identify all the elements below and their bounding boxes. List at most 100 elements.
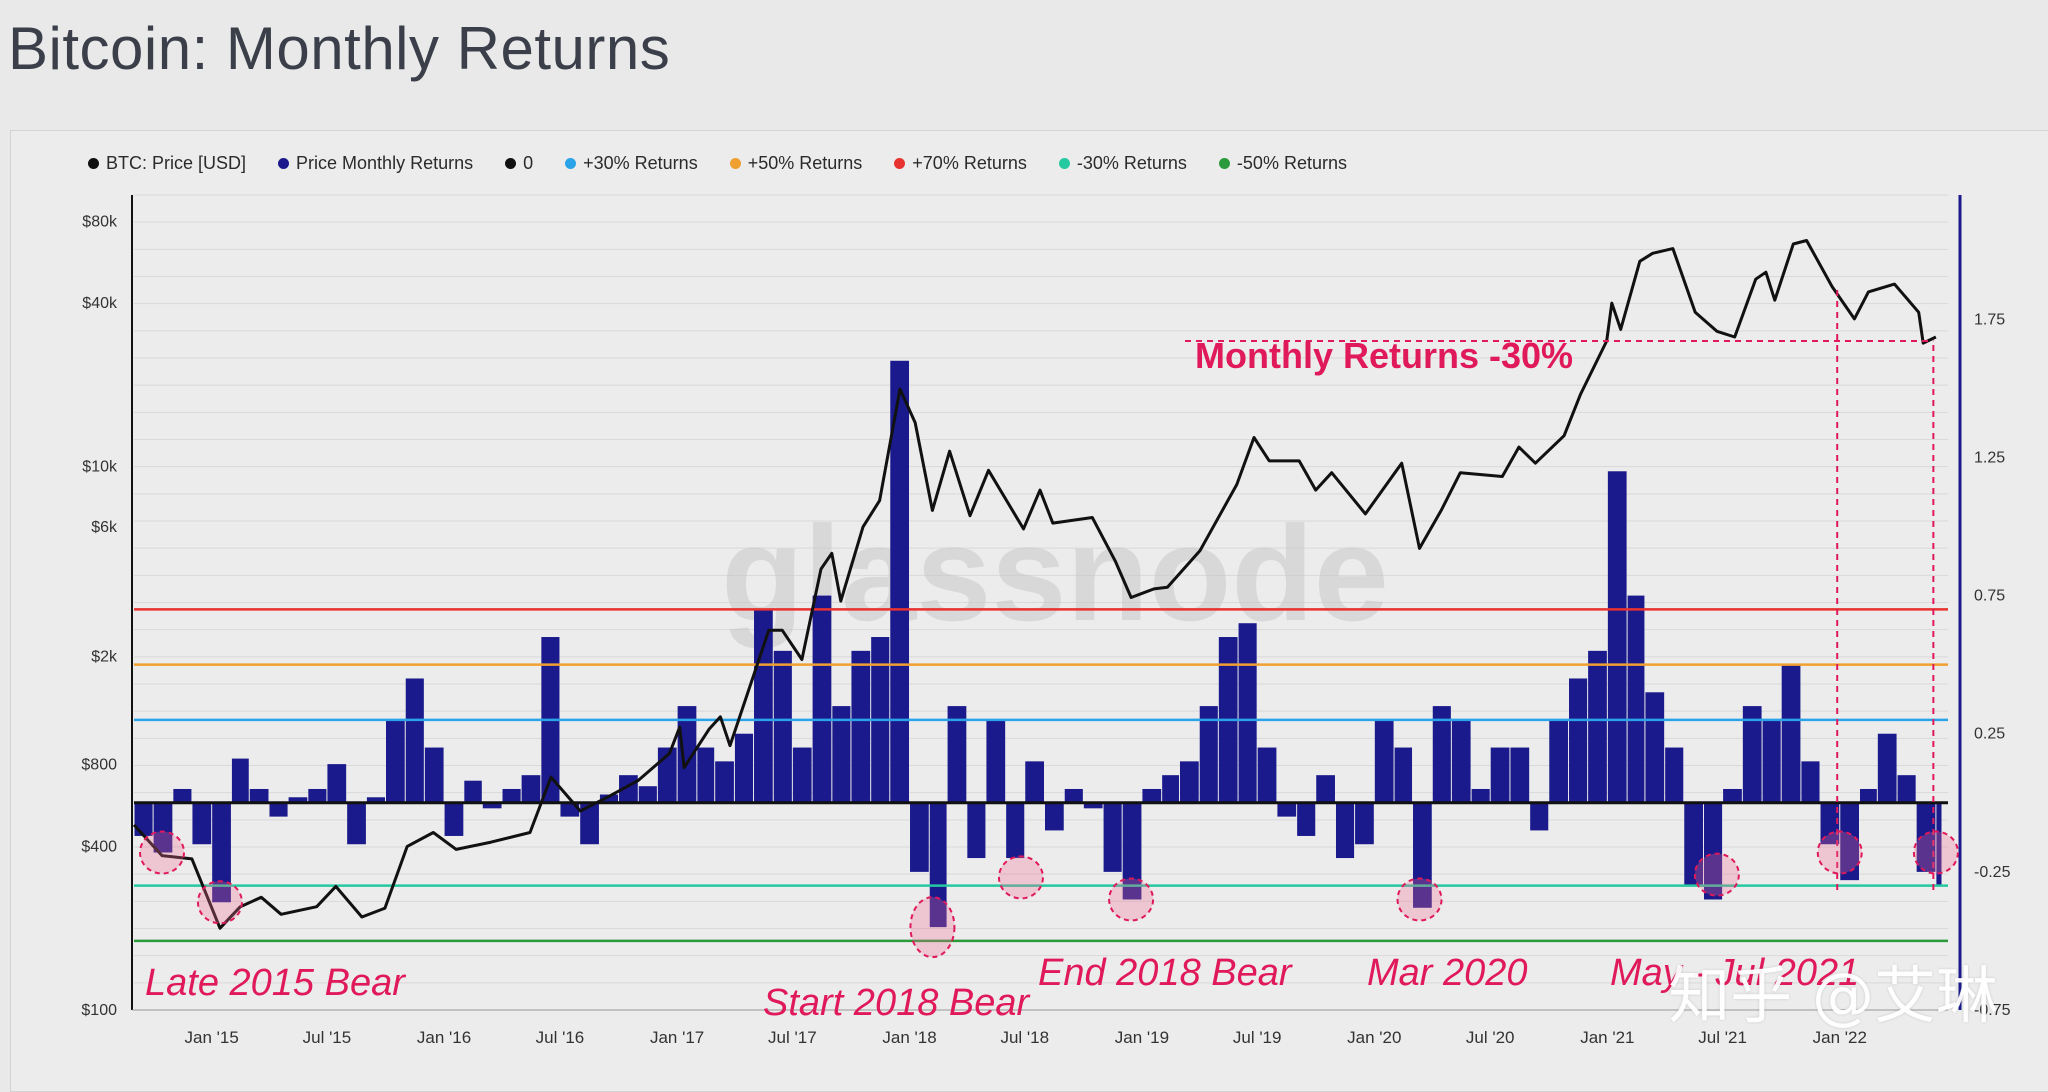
drawdown-highlight-circle [1396,877,1443,922]
return-bar [1665,747,1684,803]
return-bar [1238,623,1257,803]
left-tick-label: $800 [81,757,117,774]
legend-dot-icon [278,158,290,169]
legend-label: -50% Returns [1236,153,1347,173]
annotation-event-label: Late 2015 Bear [145,962,406,1004]
return-bar [929,802,947,928]
corner-watermark: 知乎 @艾琳 [1668,959,1998,1032]
x-tick-label: Jul '20 [1466,1028,1515,1047]
right-tick-label: 1.75 [1974,311,2005,328]
return-bar [1627,595,1645,803]
return-bar [638,786,657,803]
return-bar [366,797,386,803]
return-bar [677,706,697,803]
return-bar [1374,719,1394,803]
return-bar [599,794,619,803]
return-bar [986,719,1006,803]
x-tick-label: Jan '15 [185,1028,239,1047]
legend-dot-icon [1058,158,1070,169]
return-bar [153,802,173,853]
return-bar [1569,678,1588,803]
return-bar [1471,788,1490,803]
return-bar [1257,747,1277,803]
legend-item-plus50[interactable]: +50% Returns [729,153,863,174]
legend-item-minus50[interactable]: -50% Returns [1218,153,1347,174]
legend-item-minus30[interactable]: -30% Returns [1058,153,1187,174]
legend-item-zero[interactable]: 0 [505,153,533,174]
return-bar [1607,471,1627,803]
return-bar [482,802,502,809]
return-bar [1742,706,1762,803]
drawdown-highlight-circle [909,896,956,959]
return-bar [288,797,308,803]
return-bar [1645,692,1665,803]
btc-price-line [132,239,1937,930]
x-tick-label: Jul '18 [1000,1028,1049,1047]
drawdown-highlight-circle [196,880,243,925]
return-bar [812,595,832,803]
return-bar [327,764,347,803]
return-bar [1897,775,1916,803]
return-bar [1083,802,1103,809]
return-bar [967,802,986,859]
return-bar [947,706,967,803]
return-bar [231,758,249,803]
return-bar [173,788,192,803]
drawdown-highlight-circle [1912,830,1959,875]
return-bar [910,802,929,872]
return-bar [502,788,521,803]
return-bar [249,788,269,803]
x-tick-label: Jan '21 [1580,1028,1634,1047]
legend-label: +50% Returns [747,153,863,173]
drawdown-highlight-circle [997,855,1044,900]
return-bar [851,650,871,803]
return-bar [715,761,734,803]
return-bar [1781,664,1801,803]
left-tick-label: $6k [91,519,118,536]
return-bar [1916,802,1936,872]
return-bar [1684,802,1704,886]
legend-dot-icon [565,158,577,169]
annotation-monthly-returns-label: Monthly Returns -30% [1195,335,1573,376]
return-bar [424,747,444,803]
legend-label: +30% Returns [583,153,698,173]
legend-label: +70% Returns [912,153,1027,173]
return-bar [1413,802,1432,908]
return-bar [1064,788,1083,803]
return-bar [1394,747,1413,803]
x-tick-label: Jan '22 [1813,1028,1867,1047]
page-title: Bitcoin: Monthly Returns [8,15,671,82]
x-tick-label: Jul '21 [1698,1028,1747,1047]
return-bar [269,802,288,817]
legend-dot-icon [88,158,99,169]
legend-item-monthly-returns[interactable]: Price Monthly Returns [278,153,473,174]
x-tick-label: Jul '19 [1233,1028,1282,1047]
return-bar [697,747,715,803]
return-bar [754,609,773,803]
left-tick-label: $400 [81,838,117,855]
legend-item-plus70[interactable]: +70% Returns [894,153,1027,174]
legend-label: 0 [523,153,534,173]
return-bar [1840,802,1859,881]
annotation-event-label: End 2018 Bear [1038,952,1293,994]
return-bar [1451,719,1471,803]
return-bar [134,802,153,836]
legend-item-plus30[interactable]: +30% Returns [565,153,698,174]
return-bar [212,802,231,903]
x-tick-label: Jan '20 [1347,1028,1401,1047]
return-bar [1335,802,1355,859]
return-bar [580,802,599,845]
x-tick-label: Jan '19 [1115,1028,1169,1047]
return-bar [1510,747,1530,803]
legend-dot-icon [894,158,906,169]
x-tick-label: Jul '15 [303,1028,352,1047]
return-bar [1762,719,1781,803]
annotation-event-label: Mar 2020 [1367,952,1528,994]
drawdown-highlight-circle [139,830,186,875]
drawdown-highlight-circle [1693,852,1740,897]
x-tick-label: Jan '16 [417,1028,471,1047]
legend-dot-icon [1218,158,1230,169]
legend-item-btc-price[interactable]: BTC: Price [USD] [88,153,246,174]
right-tick-label: -0.75 [1974,1002,2011,1019]
